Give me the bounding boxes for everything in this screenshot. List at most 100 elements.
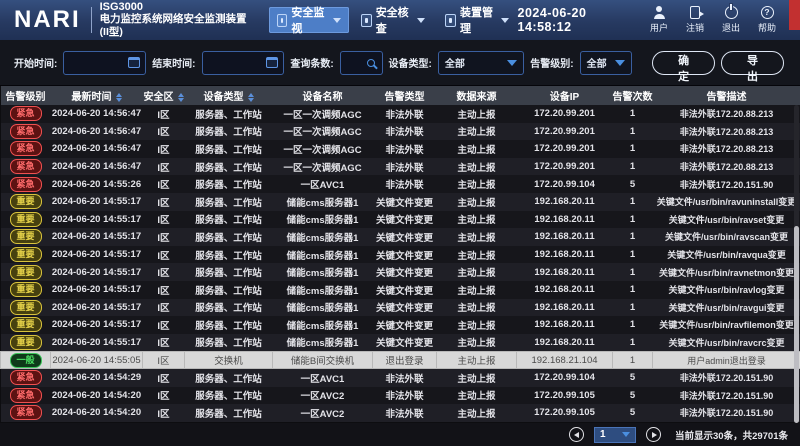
cell-alarm-count: 1 xyxy=(629,125,636,137)
cell-alarm-count: 5 xyxy=(629,389,636,401)
table-row[interactable]: 紧急 2024-06-20 14:54:20 I区 服务器、工作站 一区AVC2 非法外联… xyxy=(0,404,800,422)
page-select[interactable]: 1 xyxy=(594,426,637,443)
table-row[interactable]: 重要 2024-06-20 14:55:17 I区 服务器、工作站 储能cms服务器1 关… xyxy=(0,298,800,317)
cell-alarm-count: 1 xyxy=(629,336,636,348)
table-row[interactable]: 紧急 2024-06-20 14:55:26 I区 服务器、工作站 一区AVC1 非法外联… xyxy=(0,175,800,193)
cell-alarm-type: 关键文件变更 xyxy=(375,268,433,280)
cell-alarm-level: 重要 xyxy=(1,193,51,211)
power-button[interactable]: 退出 xyxy=(720,4,742,34)
scrollbar-thumb[interactable] xyxy=(794,225,799,423)
table-row[interactable]: 紧急 2024-06-20 14:56:47 I区 服务器、工作站 一区一次调频AGC 非… xyxy=(0,122,800,141)
column-label: 安全区 xyxy=(143,92,174,103)
next-page-button[interactable] xyxy=(646,427,662,442)
alarm-level-badge: 紧急 xyxy=(9,141,42,157)
cell-time: 2024-06-20 14:56:47 xyxy=(51,161,142,173)
cell-device-type: 服务器、工作站 xyxy=(195,391,262,403)
cell-data-source: 主动上报 xyxy=(457,197,496,209)
logout-icon xyxy=(690,6,704,19)
cell-alarm-level: 重要 xyxy=(1,263,51,281)
help-button[interactable]: ? 帮助 xyxy=(756,6,778,34)
table-row[interactable]: 重要 2024-06-20 14:55:17 I区 服务器、工作站 储能cms服务器1 关… xyxy=(0,333,800,352)
action-label: 注销 xyxy=(685,23,704,33)
table-row[interactable]: 紧急 2024-06-20 14:56:47 I区 服务器、工作站 一区一次调频AGC 非… xyxy=(0,105,800,123)
cell-device-ip: 172.20.99.105 xyxy=(534,389,595,401)
alarm-level-badge: 紧急 xyxy=(9,106,42,122)
cell-alarm-description: 关键文件/usr/bin/ravlog变更 xyxy=(668,285,785,296)
menu-item-2[interactable]: 安全核查 xyxy=(353,7,433,35)
table-row[interactable]: 重要 2024-06-20 14:55:17 I区 服务器、工作站 储能cms服务器1 关… xyxy=(0,280,800,299)
cell-alarm-count: 1 xyxy=(629,161,636,173)
table-row[interactable]: 重要 2024-06-20 14:55:17 I区 服务器、工作站 储能cms服务器1 关… xyxy=(0,245,800,264)
cell-alarm-description: 非法外联172.20.151.90 xyxy=(679,408,774,419)
cell-device-ip: 192.168.20.11 xyxy=(534,213,595,225)
cell-alarm-level: 紧急 xyxy=(1,123,51,141)
table-row[interactable]: 重要 2024-06-20 14:55:17 I区 服务器、工作站 储能cms服务器1 关… xyxy=(0,316,800,334)
cell-device-ip: 172.20.99.201 xyxy=(534,161,595,173)
chevron-down-icon xyxy=(507,59,518,66)
chevron-down-icon xyxy=(501,17,510,23)
device-type-select[interactable]: 全部 xyxy=(437,50,525,75)
cell-alarm-count: 1 xyxy=(629,213,636,225)
calendar-icon[interactable] xyxy=(128,57,141,68)
cell-data-source: 主动上报 xyxy=(457,109,496,121)
query-count-input[interactable] xyxy=(345,57,367,68)
alarm-level-badge: 重要 xyxy=(9,229,42,245)
alarm-level-badge: 重要 xyxy=(9,247,42,263)
cell-alarm-level: 一般 xyxy=(0,350,51,370)
cell-alarm-count: 1 xyxy=(629,108,636,120)
menu-item-1[interactable]: 安全监视 xyxy=(268,7,349,35)
table-row[interactable]: 一般 2024-06-20 14:55:05 I区 交换机 储能B间交换机 退出登录 主动上… xyxy=(0,350,800,370)
sort-icon[interactable] xyxy=(177,92,184,103)
column-header: 告警类型 xyxy=(372,86,437,105)
prev-page-button[interactable] xyxy=(569,427,585,442)
table-row[interactable]: 重要 2024-06-20 14:55:17 I区 服务器、工作站 储能cms服务器1 关… xyxy=(0,192,800,211)
logout-button[interactable]: 注销 xyxy=(684,6,706,34)
column-header[interactable]: 安全区 xyxy=(142,86,185,105)
cell-data-source: 主动上报 xyxy=(457,268,496,280)
cell-alarm-description: 关键文件/usr/bin/ravnetmon变更 xyxy=(658,267,794,278)
column-header: 告警次数 xyxy=(612,86,653,105)
table-row[interactable]: 紧急 2024-06-20 14:56:47 I区 服务器、工作站 一区一次调频AGC 非… xyxy=(0,140,800,158)
alarm-level-badge: 紧急 xyxy=(9,176,42,192)
cell-device-ip: 192.168.20.11 xyxy=(534,249,595,261)
vertical-scrollbar[interactable] xyxy=(794,105,799,423)
cell-security-zone: I区 xyxy=(157,144,170,156)
cell-alarm-description: 关键文件/usr/bin/ravfilemon变更 xyxy=(659,320,794,331)
cell-data-source: 主动上报 xyxy=(457,232,496,244)
cell-alarm-type: 关键文件变更 xyxy=(375,197,433,209)
sort-icon[interactable] xyxy=(247,92,254,103)
menu-item-3[interactable]: 装置管理 xyxy=(437,7,517,35)
column-header[interactable]: 设备类型 xyxy=(184,86,273,105)
cell-data-source: 主动上报 xyxy=(457,127,496,139)
top-header-bar: NARI ISG3000 电力监控系统网络安全监测装置(II型) 安全监视 安全核… xyxy=(0,0,800,40)
cell-time: 2024-06-20 14:54:29 xyxy=(51,372,142,384)
cell-device-name: 储能cms服务器1 xyxy=(286,215,359,227)
cell-time: 2024-06-20 14:54:20 xyxy=(51,389,142,401)
user-button[interactable]: 用户 xyxy=(648,6,670,34)
confirm-button[interactable]: 确定 xyxy=(652,50,716,83)
cell-alarm-description: 关键文件/usr/bin/ravscan变更 xyxy=(664,232,789,243)
cell-device-ip: 172.20.99.201 xyxy=(534,143,595,155)
cell-alarm-description: 非法外联172.20.88.213 xyxy=(679,162,774,173)
end-time-input[interactable] xyxy=(207,57,267,68)
alarm-level-select[interactable]: 全部 xyxy=(579,50,633,75)
table-row[interactable]: 重要 2024-06-20 14:55:17 I区 服务器、工作站 储能cms服务器1 关… xyxy=(0,263,800,281)
table-row[interactable]: 紧急 2024-06-20 14:54:20 I区 服务器、工作站 一区AVC2 非法外联… xyxy=(0,386,800,405)
calendar-icon[interactable] xyxy=(266,57,279,68)
search-icon[interactable] xyxy=(366,58,375,67)
start-time-input[interactable] xyxy=(69,57,129,68)
sort-icon[interactable] xyxy=(115,92,122,103)
alarm-level-badge: 重要 xyxy=(9,317,42,333)
export-button[interactable]: 导出 xyxy=(721,50,784,83)
column-header[interactable]: 最新时间 xyxy=(50,86,143,105)
cell-alarm-description: 关键文件/usr/bin/ravcrc变更 xyxy=(668,337,785,348)
cell-security-zone: I区 xyxy=(157,285,170,297)
cell-time: 2024-06-20 14:54:20 xyxy=(51,407,142,419)
table-row[interactable]: 重要 2024-06-20 14:55:17 I区 服务器、工作站 储能cms服务器1 关… xyxy=(0,210,800,229)
table-row[interactable]: 重要 2024-06-20 14:55:17 I区 服务器、工作站 储能cms服务器1 关… xyxy=(0,228,800,246)
main-menu: 安全监视 安全核查 装置管理 xyxy=(268,7,518,35)
alarm-level-badge: 紧急 xyxy=(9,159,42,175)
alarm-level-badge: 重要 xyxy=(9,282,42,298)
table-row[interactable]: 紧急 2024-06-20 14:56:47 I区 服务器、工作站 一区一次调频AGC 非… xyxy=(0,157,800,176)
table-row[interactable]: 紧急 2024-06-20 14:54:29 I区 服务器、工作站 一区AVC1 非法外联… xyxy=(0,368,800,387)
